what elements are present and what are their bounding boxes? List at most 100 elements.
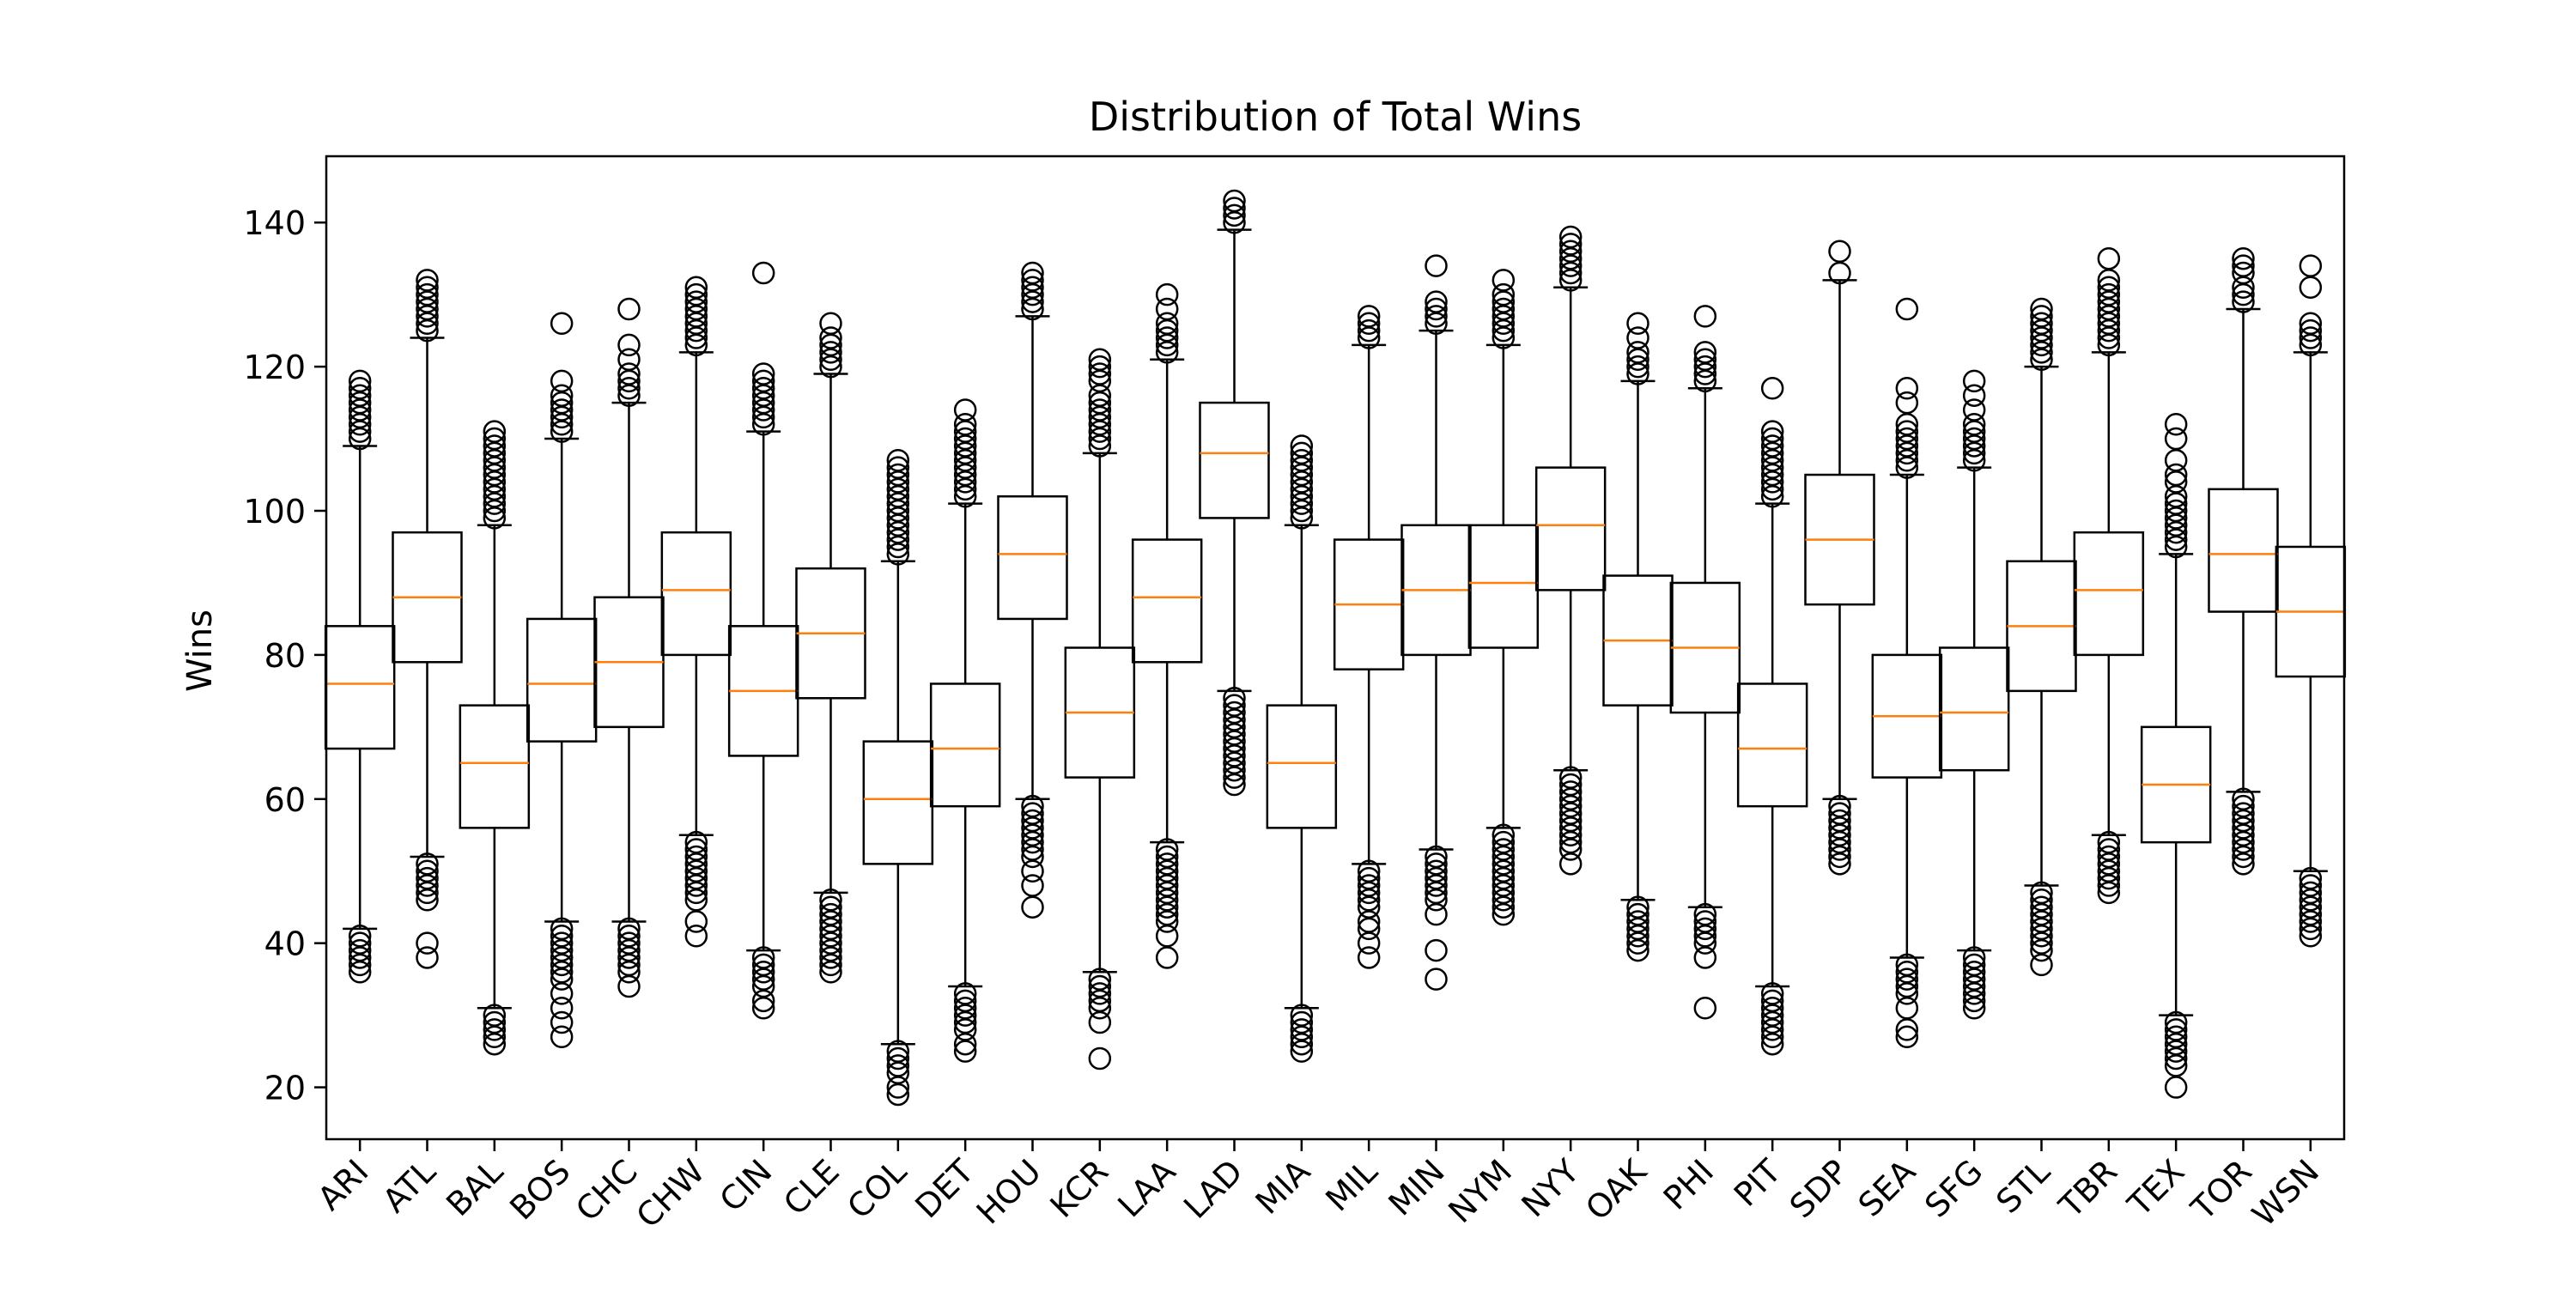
outlier-point bbox=[2030, 312, 2053, 336]
outlier-point bbox=[684, 830, 708, 854]
outlier-point bbox=[1492, 269, 1516, 292]
outlier-point bbox=[2164, 463, 2188, 487]
outlier-point bbox=[886, 448, 910, 472]
outlier-point bbox=[348, 925, 372, 948]
iqr-box bbox=[1467, 524, 1540, 649]
outlier-point bbox=[1290, 448, 1314, 472]
outlier-point bbox=[886, 456, 910, 479]
outlier-point bbox=[684, 925, 708, 948]
box-oak bbox=[1602, 312, 1674, 962]
outlier-point bbox=[1693, 902, 1717, 926]
outlier-point bbox=[684, 276, 708, 300]
outlier-point bbox=[1357, 866, 1381, 890]
outlier-point bbox=[1626, 910, 1649, 933]
outlier-point bbox=[2030, 881, 2053, 905]
outlier-point bbox=[886, 1054, 910, 1077]
outlier-point bbox=[1155, 838, 1179, 861]
outlier-point bbox=[751, 953, 775, 977]
outlier-point bbox=[617, 362, 641, 385]
outlier-point bbox=[1021, 802, 1044, 825]
outlier-point bbox=[751, 946, 775, 969]
box-sdp bbox=[1804, 240, 1875, 876]
iqr-box bbox=[2208, 488, 2279, 613]
outlier-point bbox=[1021, 874, 1044, 897]
outlier-point bbox=[550, 1025, 574, 1049]
outlier-point bbox=[416, 859, 439, 883]
outlier-point bbox=[1492, 830, 1516, 854]
outlier-point bbox=[2097, 838, 2121, 861]
outlier-point bbox=[1021, 276, 1044, 300]
outlier-point bbox=[2232, 802, 2255, 825]
outlier-point bbox=[2299, 881, 2323, 905]
outlier-point bbox=[1425, 852, 1448, 876]
outlier-point bbox=[1425, 859, 1448, 883]
outlier-point bbox=[1357, 312, 1381, 336]
box-kcr bbox=[1064, 348, 1136, 1071]
outlier-point bbox=[1492, 282, 1516, 306]
outlier-point bbox=[416, 931, 439, 955]
y-axis: 20 40 60 80 100 120 140 bbox=[243, 204, 326, 1107]
outlier-point bbox=[1760, 377, 1784, 400]
outlier-point bbox=[1155, 282, 1179, 306]
outlier-point bbox=[819, 895, 842, 919]
iqr-box bbox=[1199, 401, 1270, 519]
outlier-point bbox=[348, 377, 372, 400]
outlier-point bbox=[1693, 355, 1717, 379]
outlier-point bbox=[416, 282, 439, 306]
outlier-point bbox=[2232, 794, 2255, 818]
outlier-point bbox=[886, 1040, 910, 1063]
outlier-point bbox=[684, 290, 708, 313]
box-bal bbox=[459, 420, 531, 1056]
outlier-point bbox=[1357, 305, 1381, 328]
iqr-box bbox=[526, 617, 598, 743]
y-tick-label: 80 bbox=[264, 637, 306, 675]
outlier-point bbox=[2164, 1010, 2188, 1034]
outlier-point bbox=[1626, 895, 1649, 919]
outlier-point bbox=[1223, 203, 1246, 227]
outlier-point bbox=[550, 369, 574, 393]
outlier-point bbox=[751, 369, 775, 393]
outlier-point bbox=[348, 938, 372, 962]
outlier-point bbox=[1626, 341, 1649, 364]
outlier-point bbox=[1760, 420, 1784, 443]
outlier-point bbox=[1425, 297, 1448, 321]
outlier-point bbox=[1962, 384, 1986, 407]
outlier-point bbox=[617, 377, 641, 400]
outlier-point bbox=[1895, 297, 1919, 321]
outlier-point bbox=[1223, 189, 1246, 213]
outlier-point bbox=[1088, 982, 1112, 1005]
box-stl bbox=[2006, 297, 2077, 977]
outlier-point bbox=[684, 282, 708, 306]
y-tick-label: 140 bbox=[243, 204, 306, 242]
outlier-point bbox=[953, 982, 977, 1005]
outlier-point bbox=[1155, 312, 1179, 336]
outlier-point bbox=[416, 866, 439, 890]
outlier-point bbox=[2097, 282, 2121, 306]
box-sfg bbox=[1938, 369, 2010, 1020]
outlier-point bbox=[1492, 823, 1516, 847]
box-tex bbox=[2140, 413, 2212, 1099]
outlier-point bbox=[550, 1010, 574, 1034]
outlier-point bbox=[886, 1046, 910, 1071]
outlier-point bbox=[1088, 348, 1112, 371]
outlier-point bbox=[1828, 809, 1851, 833]
outlier-point bbox=[751, 377, 775, 400]
outlier-point bbox=[1088, 1046, 1112, 1071]
y-tick-label: 60 bbox=[264, 781, 306, 819]
outlier-point bbox=[819, 341, 842, 364]
outlier-point bbox=[819, 902, 842, 926]
outlier-point bbox=[1492, 838, 1516, 861]
outlier-point bbox=[483, 427, 507, 451]
outlier-point bbox=[2030, 305, 2053, 328]
outlier-point bbox=[348, 931, 372, 955]
outlier-point bbox=[416, 946, 439, 969]
chart-title: Distribution of Total Wins bbox=[1089, 94, 1582, 140]
outlier-point bbox=[2030, 889, 2053, 912]
outlier-point bbox=[1895, 967, 1919, 991]
iqr-box bbox=[997, 494, 1068, 621]
outlier-point bbox=[1895, 391, 1919, 415]
outlier-point bbox=[2299, 254, 2323, 277]
box-min bbox=[1400, 254, 1472, 991]
outlier-point bbox=[550, 917, 574, 941]
box-chc bbox=[593, 297, 665, 998]
